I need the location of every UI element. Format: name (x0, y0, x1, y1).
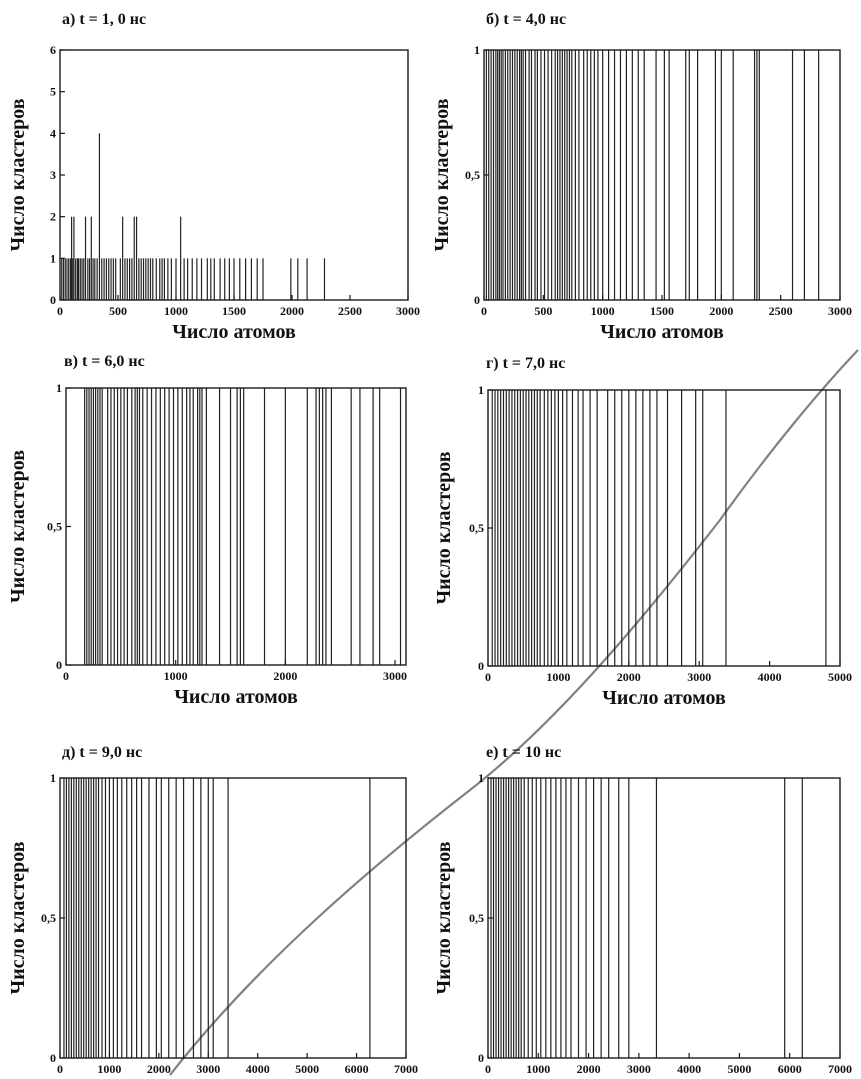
x-tick-label: 0 (57, 1062, 63, 1076)
bar-series (61, 133, 326, 300)
y-tick-label: 4 (50, 126, 56, 140)
x-tick-label: 2000 (617, 670, 641, 684)
y-tick-label: 1 (50, 771, 56, 785)
x-tick-label: 3000 (396, 304, 420, 318)
panel-title: е) t = 10 нс (486, 744, 561, 761)
chart-panel-1: 0 500 1000 1500 2000 2500 3000 0 1 2 3 4 5 6 а) t = 1,… (7, 11, 420, 343)
y-tick-label: 5 (50, 85, 56, 99)
x-tick-label: 2500 (769, 304, 793, 318)
y-tick-label: 3 (50, 168, 56, 182)
x-tick-label: 4000 (758, 670, 782, 684)
y-tick-label: 6 (50, 43, 56, 57)
x-tick-label: 0 (485, 670, 491, 684)
x-tick-label: 3000 (196, 1062, 220, 1076)
panel-title: г) t = 7,0 нс (486, 355, 565, 372)
y-tick-label: 0 (50, 293, 56, 307)
x-tick-label: 2500 (338, 304, 362, 318)
x-tick-label: 5000 (828, 670, 852, 684)
x-tick-label: 6000 (345, 1062, 369, 1076)
y-tick-label: 1 (56, 381, 62, 395)
chart-panel-6: 0 1000 2000 3000 4000 5000 6000 7000 0 0,5 1е) t =… (433, 744, 852, 1076)
x-axis-title: Число атомов (174, 686, 298, 708)
y-axis-title: Число кластеров (433, 841, 455, 994)
panel-title: в) t = 6,0 нс (64, 353, 145, 370)
x-tick-label: 1500 (222, 304, 246, 318)
y-tick-label: 0 (474, 293, 480, 307)
y-tick-label: 0,5 (465, 168, 480, 182)
x-tick-label: 3000 (687, 670, 711, 684)
x-tick-label: 0 (481, 304, 487, 318)
x-tick-label: 1000 (546, 670, 570, 684)
x-tick-label: 3000 (383, 669, 407, 683)
x-tick-label: 7000 (828, 1062, 852, 1076)
x-tick-label: 4000 (677, 1062, 701, 1076)
x-tick-label: 0 (485, 1062, 491, 1076)
y-tick-label: 0 (56, 658, 62, 672)
y-tick-label: 1 (50, 251, 56, 265)
y-tick-label: 0,5 (469, 911, 484, 925)
y-axis-title: Число кластеров (7, 841, 29, 994)
x-tick-label: 1500 (650, 304, 674, 318)
x-tick-label: 1000 (164, 304, 188, 318)
x-tick-label: 2000 (147, 1062, 171, 1076)
y-tick-label: 0 (478, 659, 484, 673)
x-tick-label: 0 (57, 304, 63, 318)
x-tick-label: 5000 (727, 1062, 751, 1076)
panel-title: а) t = 1, 0 нс (62, 11, 146, 28)
y-tick-label: 0,5 (469, 521, 484, 535)
chart-panel-2: 0 500 1000 1500 2000 2500 3000 0 0,5 1 б) t = 4,0 … (431, 11, 852, 343)
y-tick-label: 1 (478, 383, 484, 397)
y-axis-title: Число кластеров (7, 450, 29, 603)
x-tick-label: 5000 (295, 1062, 319, 1076)
panel-title: б) t = 4,0 нс (486, 11, 566, 28)
y-tick-label: 0 (478, 1051, 484, 1065)
x-axis-title: Число атомов (602, 687, 726, 709)
y-axis-title: Число кластеров (7, 98, 29, 251)
x-tick-label: 2000 (709, 304, 733, 318)
chart-panel-4: 0 1000 2000 3000 4000 5000 0 0,5 1г) t = 7,0 нс Ч… (433, 355, 852, 709)
x-tick-label: 0 (63, 669, 69, 683)
y-tick-label: 0 (50, 1051, 56, 1065)
bar-series (63, 778, 371, 1058)
x-tick-label: 2000 (577, 1062, 601, 1076)
x-tick-label: 500 (534, 304, 552, 318)
x-tick-label: 2000 (280, 304, 304, 318)
x-tick-label: 6000 (778, 1062, 802, 1076)
x-tick-label: 1000 (97, 1062, 121, 1076)
x-tick-label: 1000 (526, 1062, 550, 1076)
x-axis-title: Число атомов (600, 321, 724, 343)
x-tick-label: 1000 (164, 669, 188, 683)
x-tick-label: 1000 (591, 304, 615, 318)
x-tick-label: 2000 (273, 669, 297, 683)
y-tick-label: 2 (50, 210, 56, 224)
bar-series (491, 390, 827, 666)
bar-series (490, 778, 803, 1058)
x-axis-title: Число атомов (172, 321, 296, 343)
y-tick-label: 1 (478, 771, 484, 785)
chart-panel-5: 0 1000 2000 3000 4000 5000 6000 7000 0 0,5 1 д) t =… (7, 744, 418, 1076)
y-tick-label: 0,5 (41, 911, 56, 925)
bar-series (84, 388, 402, 665)
x-tick-label: 7000 (394, 1062, 418, 1076)
y-tick-label: 1 (474, 43, 480, 57)
x-tick-label: 3000 (627, 1062, 651, 1076)
y-axis-title: Число кластеров (431, 98, 453, 251)
x-tick-label: 4000 (246, 1062, 270, 1076)
watermark (169, 349, 859, 1076)
chart-panel-3: 0 1000 2000 3000 0 0,5 1в) t = 6,0 нс Число ато… (7, 353, 407, 708)
bar-series (485, 50, 820, 300)
panel-title: д) t = 9,0 нс (62, 744, 142, 761)
x-tick-label: 500 (109, 304, 127, 318)
y-tick-label: 0,5 (47, 520, 62, 534)
x-tick-label: 3000 (828, 304, 852, 318)
y-axis-title: Число кластеров (433, 451, 455, 604)
